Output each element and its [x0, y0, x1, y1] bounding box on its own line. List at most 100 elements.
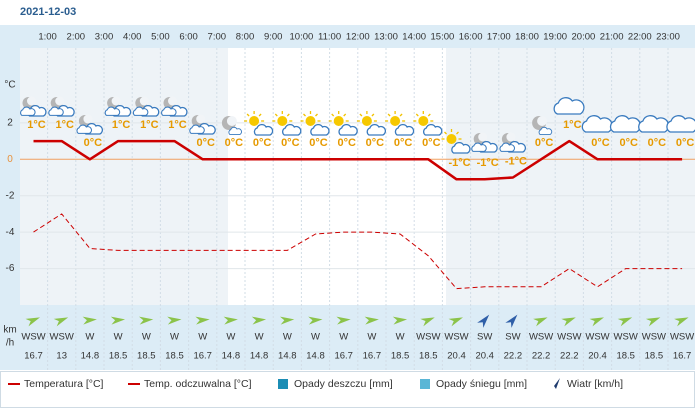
x-tick-label: 14:00: [402, 32, 426, 43]
wind-speed: 14.8: [278, 351, 297, 362]
wind-speed: 20.4: [447, 351, 466, 362]
wind-direction: W: [255, 332, 264, 343]
x-tick-label: 6:00: [179, 32, 198, 43]
wind-direction: WSW: [614, 332, 638, 343]
y-tick-label: -2: [6, 190, 15, 201]
x-tick-label: 21:00: [600, 32, 624, 43]
wind-direction: W: [170, 332, 179, 343]
x-tick-label: 3:00: [95, 32, 114, 43]
temperature-label: 0°C: [591, 137, 610, 149]
wind-direction: W: [396, 332, 405, 343]
x-tick-label: 18:00: [515, 32, 539, 43]
wind-unit: /h: [6, 338, 14, 349]
legend-label: Wiatr [km/h]: [567, 378, 623, 390]
temperature-label: -1°C: [448, 157, 470, 169]
feels-like-line: [33, 213, 683, 290]
temperature-label: 0°C: [281, 137, 300, 149]
x-tick-label: 4:00: [123, 32, 142, 43]
temperature-label: 0°C: [196, 137, 215, 149]
wind-speed: 20.4: [588, 351, 607, 362]
x-tick-label: 5:00: [151, 32, 170, 43]
legend-label: Temp. odczuwalna [°C]: [144, 378, 252, 390]
wind-speed: 14.8: [306, 351, 325, 362]
legend-label: Opady śniegu [mm]: [436, 378, 527, 390]
x-tick-label: 22:00: [628, 32, 652, 43]
legend-label: Temperatura [°C]: [24, 378, 104, 390]
temperature-label: 1°C: [55, 119, 74, 131]
wind-direction: SW: [477, 332, 492, 343]
wind-direction: WSW: [585, 332, 609, 343]
temperature-label: 1°C: [112, 119, 131, 131]
temperature-label: 0°C: [422, 137, 441, 149]
wind-direction: W: [311, 332, 320, 343]
temperature-line: [33, 139, 683, 181]
wind-speed: 18.5: [137, 351, 156, 362]
x-tick-label: 17:00: [487, 32, 511, 43]
wind-direction: WSW: [50, 332, 74, 343]
x-tick-label: 15:00: [431, 32, 455, 43]
legend-swatch: [278, 379, 288, 389]
wind-direction: WSW: [670, 332, 694, 343]
wind-speed: 16.7: [334, 351, 353, 362]
temperature-label: 1°C: [563, 119, 582, 131]
wind-direction: W: [198, 332, 207, 343]
wind-speed: 18.5: [165, 351, 184, 362]
legend-label: Opady deszczu [mm]: [294, 378, 393, 390]
wind-direction: W: [85, 332, 94, 343]
legend-swatch: [420, 379, 430, 389]
daylight-background: [228, 48, 446, 305]
temperature-label: 0°C: [676, 137, 695, 149]
legend-swatch: [551, 378, 560, 390]
wind-direction: WSW: [444, 332, 468, 343]
wind-speed: 18.5: [391, 351, 410, 362]
wind-speed: 14.8: [81, 351, 100, 362]
temperature-label: -1°C: [477, 157, 499, 169]
wind-speed: 18.5: [645, 351, 664, 362]
wind-speed: 20.4: [475, 351, 494, 362]
x-tick-label: 20:00: [572, 32, 596, 43]
wind-direction: W: [142, 332, 151, 343]
wind-direction: W: [339, 332, 348, 343]
temperature-label: 1°C: [168, 119, 187, 131]
x-tick-label: 11:00: [318, 32, 341, 43]
temperature-label: 0°C: [619, 137, 638, 149]
y-tick-label: -6: [6, 263, 15, 274]
temperature-label: 0°C: [648, 137, 667, 149]
y-axis-strip: [0, 25, 20, 370]
temperature-label: 0°C: [253, 137, 272, 149]
x-tick-label: 7:00: [208, 32, 227, 43]
y-tick-label: 0: [7, 154, 13, 165]
x-tick-label: 9:00: [264, 32, 283, 43]
wind-speed: 13: [56, 351, 67, 362]
temperature-label: 0°C: [337, 137, 356, 149]
wind-direction: WSW: [416, 332, 440, 343]
wind-direction: WSW: [642, 332, 666, 343]
wind-direction: W: [226, 332, 235, 343]
temperature-label: 1°C: [140, 119, 159, 131]
wind-direction: SW: [505, 332, 520, 343]
wind-speed: 14.8: [222, 351, 241, 362]
y-unit: °C: [4, 80, 15, 91]
y-tick-label: 2: [7, 117, 13, 128]
temperature-label: 0°C: [366, 137, 385, 149]
wind-speed: 16.7: [24, 351, 43, 362]
temperature-label: 0°C: [225, 137, 244, 149]
wind-direction: W: [283, 332, 292, 343]
temperature-label: 0°C: [535, 137, 554, 149]
wind-speed: 18.5: [419, 351, 438, 362]
wind-speed: 18.5: [616, 351, 635, 362]
temperature-label: 0°C: [394, 137, 413, 149]
wind-direction: W: [114, 332, 123, 343]
chart-title: 2021-12-03: [20, 6, 76, 18]
temperature-label: 1°C: [27, 119, 46, 131]
x-tick-label: 23:00: [656, 32, 680, 43]
wind-speed: 16.7: [673, 351, 692, 362]
y-tick-label: -4: [6, 227, 15, 238]
wind-speed: 16.7: [363, 351, 382, 362]
wind-direction: WSW: [21, 332, 45, 343]
wind-speed: 22.2: [532, 351, 551, 362]
temperature-label: 0°C: [309, 137, 328, 149]
wind-speed: 22.2: [560, 351, 579, 362]
wind-speed: 14.8: [250, 351, 269, 362]
